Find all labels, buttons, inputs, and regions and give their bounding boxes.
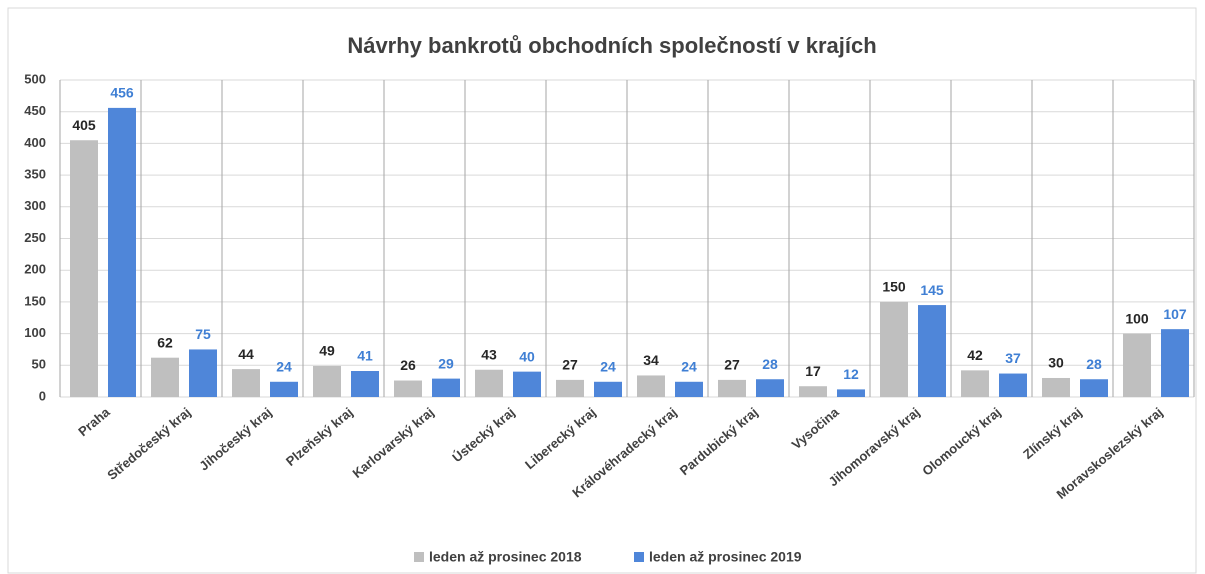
bar	[675, 381, 703, 397]
bar	[1123, 333, 1151, 397]
bar	[313, 365, 341, 397]
bar	[1161, 329, 1189, 397]
data-label: 28	[762, 356, 778, 372]
data-label: 43	[481, 346, 497, 362]
data-label: 17	[805, 363, 821, 379]
bar	[961, 370, 989, 397]
y-tick-label: 50	[32, 357, 46, 372]
bar	[594, 381, 622, 397]
bar	[513, 371, 541, 397]
x-tick-label: Karlovarský kraj	[349, 404, 436, 481]
bar	[394, 380, 422, 397]
x-tick-label: Pardubický kraj	[677, 404, 761, 478]
bar	[70, 140, 98, 398]
bar	[880, 301, 908, 397]
bar	[1080, 379, 1108, 397]
x-tick-label: Zlínský kraj	[1020, 404, 1084, 461]
y-tick-label: 500	[24, 71, 46, 86]
data-label: 107	[1163, 306, 1187, 322]
bar	[151, 357, 179, 397]
x-tick-label: Jihočeský kraj	[196, 404, 274, 473]
bar	[270, 381, 298, 397]
data-label: 27	[724, 357, 740, 373]
data-label: 30	[1048, 355, 1064, 371]
data-label: 62	[157, 334, 173, 350]
y-tick-label: 400	[24, 135, 46, 150]
y-tick-label: 0	[39, 388, 46, 403]
data-label: 41	[357, 348, 373, 364]
y-tick-label: 250	[24, 230, 46, 245]
data-label: 26	[400, 357, 416, 373]
bar	[999, 373, 1027, 397]
bar	[189, 349, 217, 397]
bar	[799, 386, 827, 397]
data-label: 75	[195, 326, 211, 342]
data-label: 37	[1005, 350, 1021, 366]
y-tick-label: 450	[24, 103, 46, 118]
chart-title: Návrhy bankrotů obchodních společností v…	[347, 33, 876, 58]
bar	[837, 389, 865, 397]
data-label: 24	[681, 358, 697, 374]
data-label: 49	[319, 343, 335, 359]
data-label: 145	[920, 282, 944, 298]
bar	[351, 371, 379, 397]
data-label: 24	[600, 358, 616, 374]
legend-swatch	[634, 552, 644, 562]
bar	[108, 107, 136, 398]
data-label: 42	[967, 347, 983, 363]
x-tick-label: Plzeňský kraj	[283, 404, 356, 468]
data-label: 24	[276, 358, 292, 374]
legend-swatch	[414, 552, 424, 562]
bar	[556, 379, 584, 397]
y-tick-label: 200	[24, 262, 46, 277]
bar	[1042, 377, 1070, 397]
bar	[918, 305, 946, 397]
data-label: 27	[562, 357, 578, 373]
data-label: 44	[238, 346, 254, 362]
x-tick-label: Středočeský kraj	[104, 404, 193, 482]
y-tick-label: 300	[24, 198, 46, 213]
bar	[475, 369, 503, 397]
bar	[756, 379, 784, 397]
x-tick-label: Vysočina	[789, 404, 843, 452]
data-label: 405	[72, 117, 96, 133]
x-tick-label: Liberecký kraj	[522, 404, 599, 472]
legend-label: leden až prosinec 2019	[649, 549, 802, 565]
legend-label: leden až prosinec 2018	[429, 549, 582, 565]
bar	[232, 369, 260, 397]
data-label: 29	[438, 355, 454, 371]
data-label: 40	[519, 348, 535, 364]
data-label: 150	[882, 279, 906, 295]
x-tick-label: Ústecký kraj	[449, 404, 517, 465]
data-label: 28	[1086, 356, 1102, 372]
y-tick-label: 100	[24, 325, 46, 340]
x-tick-label: Olomoucký kraj	[919, 404, 1003, 478]
bar	[432, 378, 460, 397]
x-tick-label: Praha	[75, 404, 113, 439]
bar	[718, 379, 746, 397]
bar	[637, 375, 665, 397]
data-label: 12	[843, 366, 859, 382]
chart-border	[7, 7, 1197, 574]
y-tick-label: 150	[24, 293, 46, 308]
data-label: 34	[643, 352, 659, 368]
data-label: 100	[1125, 310, 1149, 326]
y-tick-label: 350	[24, 167, 46, 182]
data-label: 456	[110, 85, 134, 101]
